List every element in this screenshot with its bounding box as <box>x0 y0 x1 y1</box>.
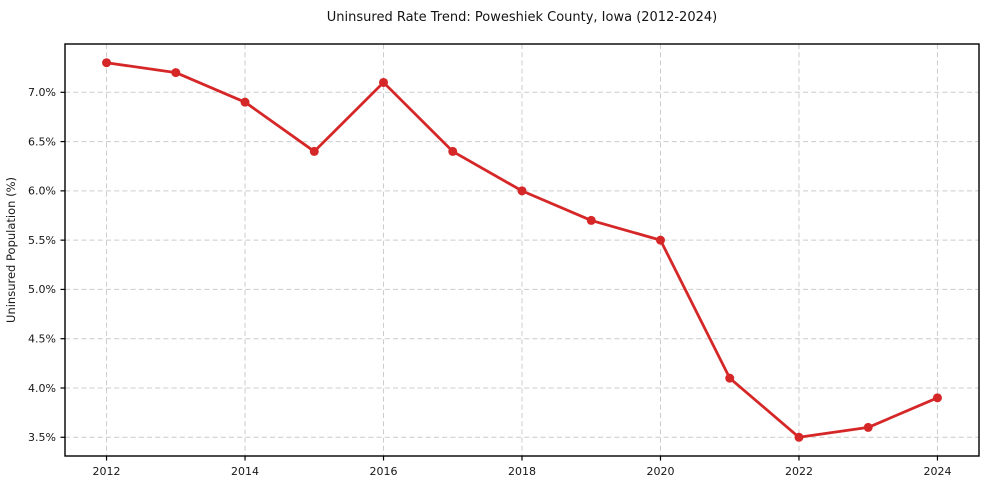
data-point <box>863 422 873 432</box>
y-tick-label: 6.0% <box>28 185 56 198</box>
y-tick-label: 5.5% <box>28 234 56 247</box>
y-tick-label: 4.0% <box>28 382 56 395</box>
data-point <box>240 97 250 107</box>
y-tick-label: 7.0% <box>28 86 56 99</box>
x-tick-label: 2024 <box>923 465 951 478</box>
x-tick-label: 2012 <box>93 465 121 478</box>
data-point <box>586 215 596 225</box>
x-tick-label: 2022 <box>785 465 813 478</box>
data-point <box>448 146 458 156</box>
x-tick-label: 2016 <box>370 465 398 478</box>
chart-title: Uninsured Rate Trend: Poweshiek County, … <box>327 10 717 25</box>
y-tick-label: 6.5% <box>28 135 56 148</box>
x-tick-label: 2018 <box>508 465 536 478</box>
data-point <box>725 373 735 383</box>
y-axis-label: Uninsured Population (%) <box>4 177 18 323</box>
y-tick-label: 3.5% <box>28 431 56 444</box>
data-point <box>932 393 942 403</box>
data-point <box>309 146 319 156</box>
x-tick-label: 2014 <box>231 465 259 478</box>
data-point <box>171 68 181 78</box>
data-point <box>102 58 112 68</box>
y-tick-label: 4.5% <box>28 333 56 346</box>
y-tick-label: 5.0% <box>28 283 56 296</box>
x-tick-label: 2020 <box>646 465 674 478</box>
data-point <box>794 432 804 442</box>
data-point <box>517 186 527 196</box>
data-point <box>655 235 665 245</box>
data-point <box>379 77 389 87</box>
plot-area: 3.5% 4.0% 4.5% 5.0% 5.5% 6.0% 6.5% 7.0% 2012 2014… <box>28 43 980 478</box>
